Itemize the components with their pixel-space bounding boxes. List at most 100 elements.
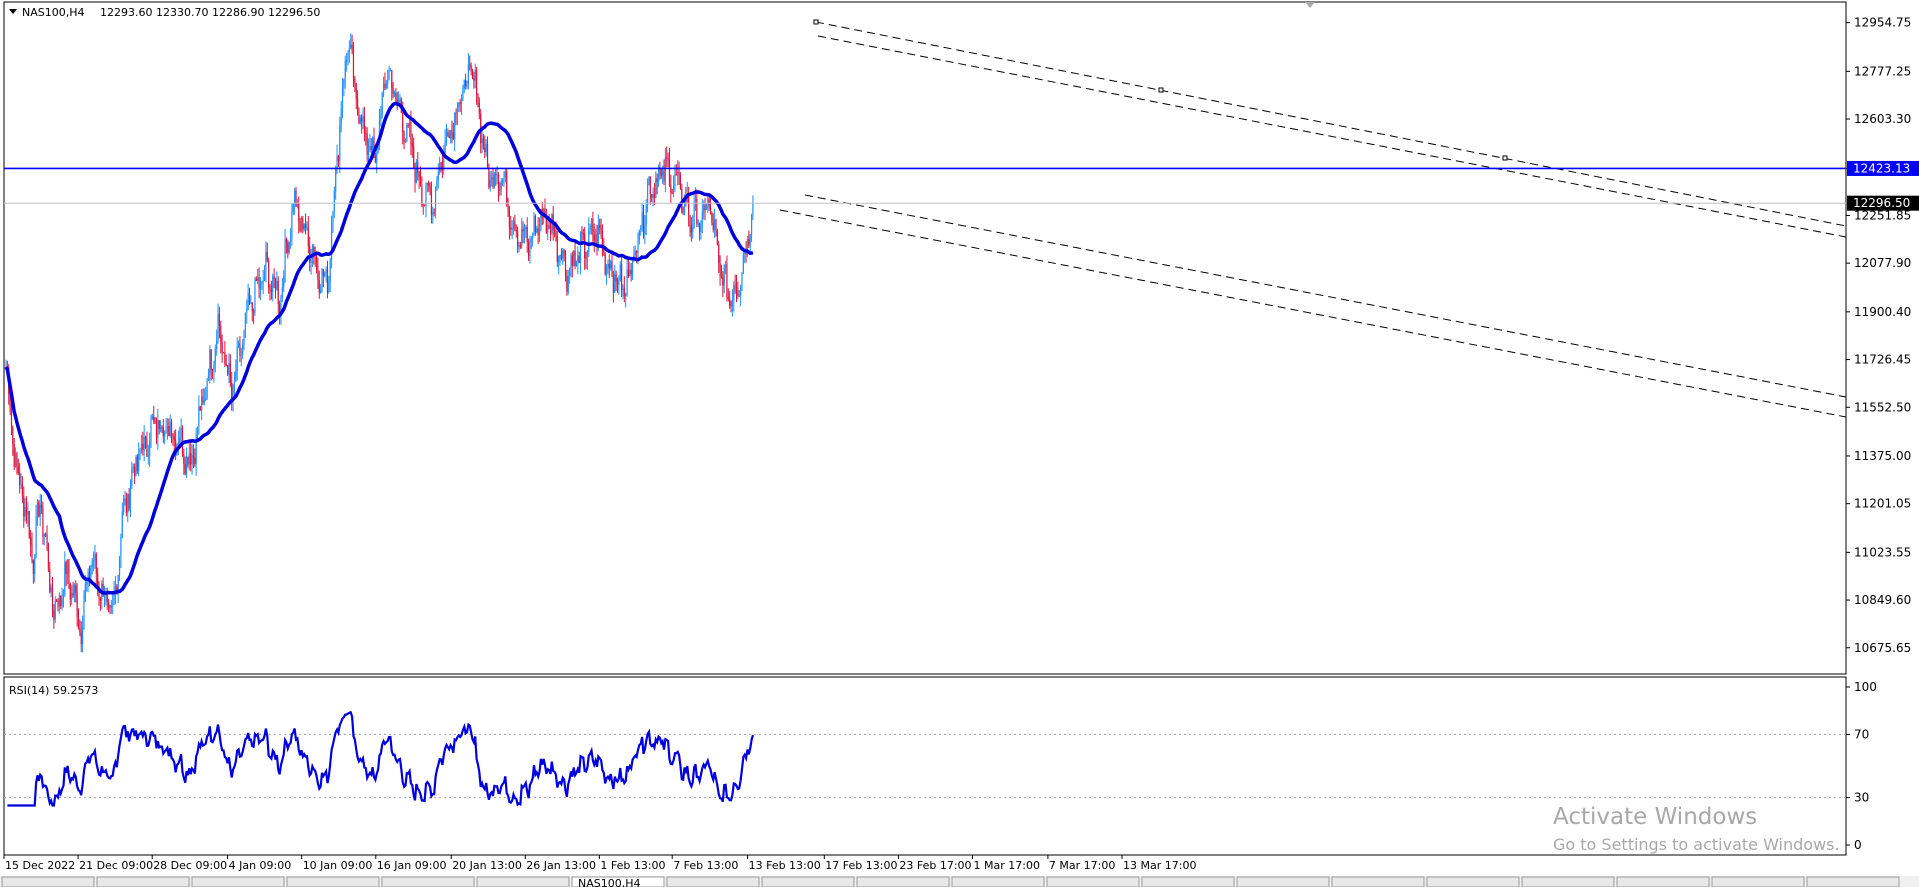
channel-line[interactable]	[804, 194, 1847, 398]
symbol-tab[interactable]	[1046, 876, 1140, 887]
candle	[108, 599, 110, 613]
candle	[692, 215, 694, 239]
candle	[227, 364, 229, 376]
candle	[437, 163, 439, 189]
candle	[536, 225, 538, 234]
candle	[262, 269, 264, 295]
candle	[274, 277, 277, 299]
candle	[243, 329, 245, 350]
chart-menu-triangle-icon[interactable]	[9, 9, 17, 14]
candle	[429, 182, 431, 196]
candle	[128, 487, 130, 512]
candle	[340, 101, 342, 133]
candle	[380, 105, 382, 127]
candle	[72, 581, 74, 598]
candle	[718, 240, 720, 273]
symbol-tab[interactable]	[1, 876, 95, 887]
candle	[39, 494, 41, 527]
candle	[422, 202, 424, 215]
candle	[91, 557, 93, 575]
candle	[103, 585, 106, 608]
candle	[273, 268, 275, 288]
symbol-tab[interactable]	[1806, 876, 1900, 887]
symbol-tab[interactable]	[666, 876, 760, 887]
symbol-tab[interactable]	[1711, 876, 1805, 887]
candle	[709, 195, 712, 215]
candle	[10, 403, 13, 436]
symbol-tab[interactable]	[286, 876, 380, 887]
candle	[159, 420, 162, 433]
candle	[582, 228, 584, 241]
symbol-tab[interactable]: NAS100,H4	[571, 876, 665, 887]
candle	[515, 224, 517, 238]
main-chart-frame[interactable]	[3, 1, 1847, 675]
candle	[388, 65, 390, 81]
time-tick-label: 13 Feb 13:00	[749, 859, 821, 872]
symbol-tab[interactable]	[1521, 876, 1615, 887]
candle	[641, 202, 643, 232]
candle	[384, 72, 386, 91]
candle	[138, 442, 140, 477]
symbol-tab[interactable]	[761, 876, 855, 887]
candle	[291, 202, 293, 246]
candle	[65, 560, 67, 587]
symbol-tab[interactable]	[1141, 876, 1235, 887]
candle	[605, 264, 608, 285]
candle	[284, 228, 286, 283]
candle	[220, 320, 222, 354]
channel-line[interactable]	[815, 21, 1847, 227]
chart-shift-marker-icon[interactable]	[1305, 2, 1315, 8]
symbol-tab[interactable]	[1236, 876, 1330, 887]
candle	[127, 493, 129, 523]
channel-line[interactable]	[779, 209, 1847, 418]
candle	[329, 257, 331, 292]
candle	[482, 133, 485, 150]
candle	[175, 429, 177, 461]
candle	[35, 504, 37, 559]
candle	[733, 281, 735, 312]
candle	[547, 217, 549, 241]
symbol-tab[interactable]	[1426, 876, 1520, 887]
candle	[303, 223, 305, 232]
candle	[320, 284, 322, 294]
candle	[170, 418, 173, 443]
candle	[450, 129, 452, 144]
price-tick-label: 12954.75	[1854, 16, 1911, 30]
symbol-tab[interactable]	[191, 876, 285, 887]
candle	[13, 438, 15, 470]
candle	[514, 214, 516, 232]
symbol-tab[interactable]	[1331, 876, 1425, 887]
channel-anchor-handle[interactable]	[813, 19, 819, 25]
channel-anchor-handle[interactable]	[1158, 87, 1164, 93]
candle	[558, 255, 560, 275]
rsi-panel-frame[interactable]	[3, 676, 1847, 856]
channel-anchor-handle[interactable]	[1502, 155, 1508, 161]
candle	[545, 208, 547, 234]
candle	[318, 270, 320, 299]
candle	[556, 230, 558, 267]
candle	[592, 211, 594, 242]
candle	[244, 312, 246, 338]
candle	[501, 178, 504, 186]
candle	[486, 136, 489, 169]
candle	[190, 443, 192, 472]
candle	[404, 138, 407, 143]
symbol-tab[interactable]	[476, 876, 570, 887]
candle	[444, 128, 446, 159]
candle	[289, 228, 292, 249]
symbol-tab[interactable]	[1616, 876, 1710, 887]
symbol-tab[interactable]	[856, 876, 950, 887]
candle	[198, 395, 200, 435]
symbol-tab[interactable]	[381, 876, 475, 887]
candle	[341, 77, 344, 119]
symbol-tab[interactable]	[96, 876, 190, 887]
candle	[207, 368, 210, 381]
candle	[133, 463, 136, 484]
candle	[610, 259, 612, 271]
candle	[454, 112, 456, 152]
candle	[53, 604, 55, 629]
candle	[534, 214, 537, 236]
current-price-tag	[1847, 195, 1919, 211]
candle	[523, 223, 526, 244]
symbol-tab[interactable]	[951, 876, 1045, 887]
